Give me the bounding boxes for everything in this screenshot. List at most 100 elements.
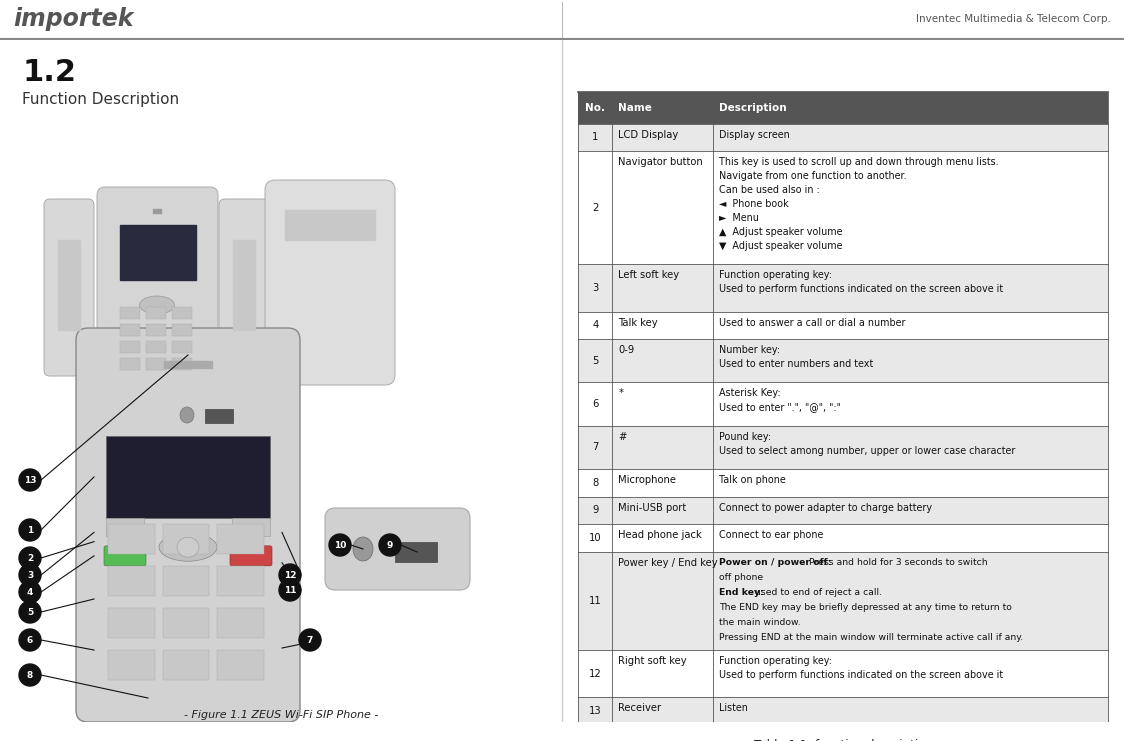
Bar [164,361,212,368]
Text: The END key may be briefly depressed at any time to return to: The END key may be briefly depressed at … [719,603,1012,612]
Text: Pound key:
Used to select among number, upper or lower case character: Pound key: Used to select among number, … [719,432,1015,456]
Ellipse shape [180,407,194,423]
Bar [232,518,270,536]
Text: 0-9: 0-9 [618,345,635,355]
Text: 3: 3 [592,283,598,293]
Bar [172,307,192,319]
Bar [120,358,140,370]
Text: #: # [618,432,627,442]
Bar [578,339,1108,382]
Text: 8: 8 [592,478,598,488]
Text: 13: 13 [589,706,601,717]
Text: Inventec Multimedia & Telecom Corp.: Inventec Multimedia & Telecom Corp. [916,14,1111,24]
Bar [578,426,1108,469]
Circle shape [19,664,40,686]
Bar [163,650,209,680]
Text: 5: 5 [27,608,33,617]
Text: 12: 12 [283,571,297,579]
Text: Connect to power adapter to charge battery: Connect to power adapter to charge batte… [719,502,932,513]
Text: Head phone jack: Head phone jack [618,531,702,540]
Ellipse shape [353,537,373,561]
Text: 6: 6 [27,636,33,645]
FancyBboxPatch shape [149,387,256,441]
Text: Pressing END at the main window will terminate active call if any.: Pressing END at the main window will ter… [719,634,1023,642]
Text: Asterisk Key:
Used to enter ".", "@", ":": Asterisk Key: Used to enter ".", "@", ":… [719,388,841,413]
Text: 8: 8 [27,671,33,679]
Text: Press and hold for 3 seconds to switch: Press and hold for 3 seconds to switch [806,558,988,567]
Text: 1.2: 1.2 [22,58,76,87]
Bar [120,225,196,280]
Text: No.: No. [586,103,605,113]
Circle shape [19,629,40,651]
Bar [172,324,192,336]
Bar [146,307,166,319]
Ellipse shape [158,534,217,561]
Text: Power on / power off:: Power on / power off: [719,558,832,567]
Bar [578,311,1108,339]
Text: 11: 11 [283,585,297,594]
Text: 7: 7 [592,442,598,453]
Text: Function operating key:
Used to perform functions indicated on the screen above : Function operating key: Used to perform … [719,270,1004,294]
Bar [578,124,1108,151]
Ellipse shape [139,296,174,314]
Circle shape [329,534,351,556]
Circle shape [19,547,40,569]
Text: Right soft key: Right soft key [618,657,687,666]
Circle shape [19,564,40,586]
Bar [120,324,140,336]
Text: Function operating key:
Used to perform functions indicated on the screen above : Function operating key: Used to perform … [719,657,1004,680]
Text: used to end of reject a call.: used to end of reject a call. [752,588,882,597]
Text: 9: 9 [592,505,598,516]
Bar [120,307,140,319]
Text: 1: 1 [27,525,33,534]
Bar [285,210,375,240]
Text: 5: 5 [592,356,598,366]
Text: 9: 9 [387,540,393,550]
Text: Number key:
Used to enter numbers and text: Number key: Used to enter numbers and te… [719,345,873,369]
Text: - Figure 1.1 ZEUS Wi-Fi SIP Phone -: - Figure 1.1 ZEUS Wi-Fi SIP Phone - [184,710,378,720]
Circle shape [19,581,40,603]
Text: Navigator button: Navigator button [618,157,704,167]
Bar [108,566,155,596]
Text: Power key / End key: Power key / End key [618,558,718,568]
Bar [578,92,1108,124]
Text: 10: 10 [589,533,601,543]
Text: 1: 1 [592,133,598,142]
Text: 3: 3 [1095,725,1104,738]
Text: 7: 7 [307,636,314,645]
FancyBboxPatch shape [97,187,218,388]
Text: 10: 10 [334,540,346,550]
Circle shape [279,564,301,586]
Text: off phone: off phone [719,573,763,582]
Text: the main window.: the main window. [719,618,800,628]
Text: Description: Description [719,103,787,113]
Bar [578,469,1108,496]
Text: - Table 1.1: function description -: - Table 1.1: function description - [745,739,941,741]
Text: Used to answer a call or dial a number: Used to answer a call or dial a number [719,318,906,328]
Bar [146,358,166,370]
Bar [120,341,140,353]
FancyBboxPatch shape [76,328,300,722]
Bar [146,324,166,336]
Bar [153,209,161,213]
Text: 2: 2 [20,725,29,738]
Text: 2: 2 [27,554,33,562]
Bar [578,265,1108,311]
Bar [108,650,155,680]
Bar [163,524,209,554]
Bar [217,608,264,638]
Text: Talk on phone: Talk on phone [719,475,786,485]
Text: importek: importek [13,7,134,31]
Text: End key:: End key: [719,588,764,597]
Bar [578,524,1108,552]
Bar [578,496,1108,524]
Bar [578,151,1108,265]
Bar [217,650,264,680]
Text: 2: 2 [592,203,598,213]
FancyBboxPatch shape [44,199,94,376]
Text: 4: 4 [592,320,598,330]
Bar [106,518,144,536]
FancyBboxPatch shape [325,508,470,590]
Text: Receiver: Receiver [618,703,662,714]
Bar [106,436,270,518]
